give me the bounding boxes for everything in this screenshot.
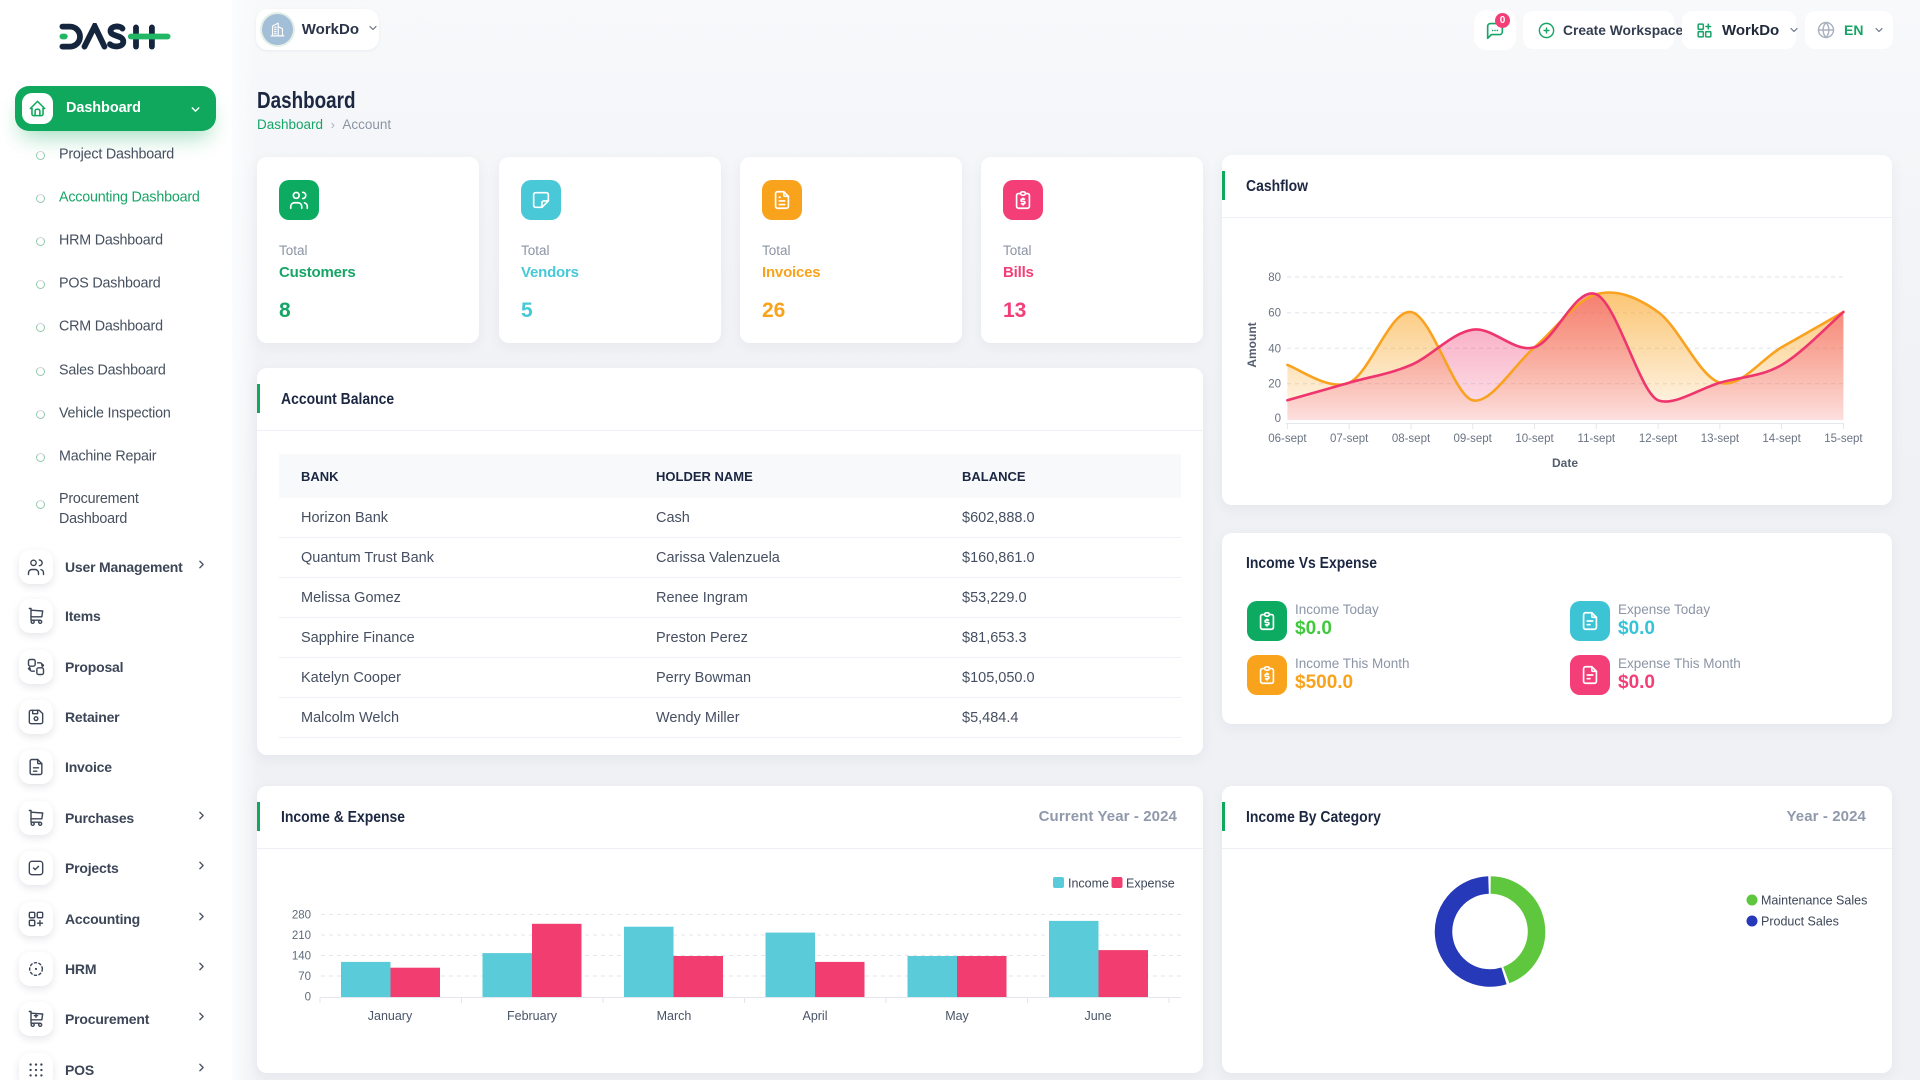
- svg-text:140: 140: [292, 951, 311, 963]
- svg-text:07-sept: 07-sept: [1330, 433, 1369, 445]
- svg-text:14-sept: 14-sept: [1762, 433, 1801, 445]
- svg-text:40: 40: [1268, 343, 1281, 355]
- svg-text:Maintenance Sales: Maintenance Sales: [1761, 894, 1867, 908]
- svg-text:08-sept: 08-sept: [1392, 433, 1431, 445]
- svg-text:Amount: Amount: [1245, 322, 1259, 367]
- svg-text:210: 210: [292, 930, 311, 942]
- svg-text:13-sept: 13-sept: [1701, 433, 1740, 445]
- svg-text:Income: Income: [1068, 877, 1109, 891]
- svg-text:0: 0: [305, 992, 311, 1004]
- svg-text:0: 0: [1275, 413, 1281, 425]
- svg-text:Expense: Expense: [1126, 877, 1175, 891]
- svg-text:280: 280: [292, 910, 311, 922]
- svg-text:Date: Date: [1552, 456, 1578, 470]
- svg-text:06-sept: 06-sept: [1268, 433, 1307, 445]
- svg-text:12-sept: 12-sept: [1639, 433, 1678, 445]
- svg-text:10-sept: 10-sept: [1515, 433, 1554, 445]
- svg-text:20: 20: [1268, 379, 1281, 391]
- svg-text:15-sept: 15-sept: [1824, 433, 1863, 445]
- svg-text:70: 70: [298, 971, 311, 983]
- svg-text:80: 80: [1268, 272, 1281, 284]
- svg-text:11-sept: 11-sept: [1578, 433, 1616, 445]
- svg-text:Product Sales: Product Sales: [1761, 915, 1839, 929]
- svg-text:09-sept: 09-sept: [1454, 433, 1493, 445]
- svg-text:60: 60: [1268, 308, 1281, 320]
